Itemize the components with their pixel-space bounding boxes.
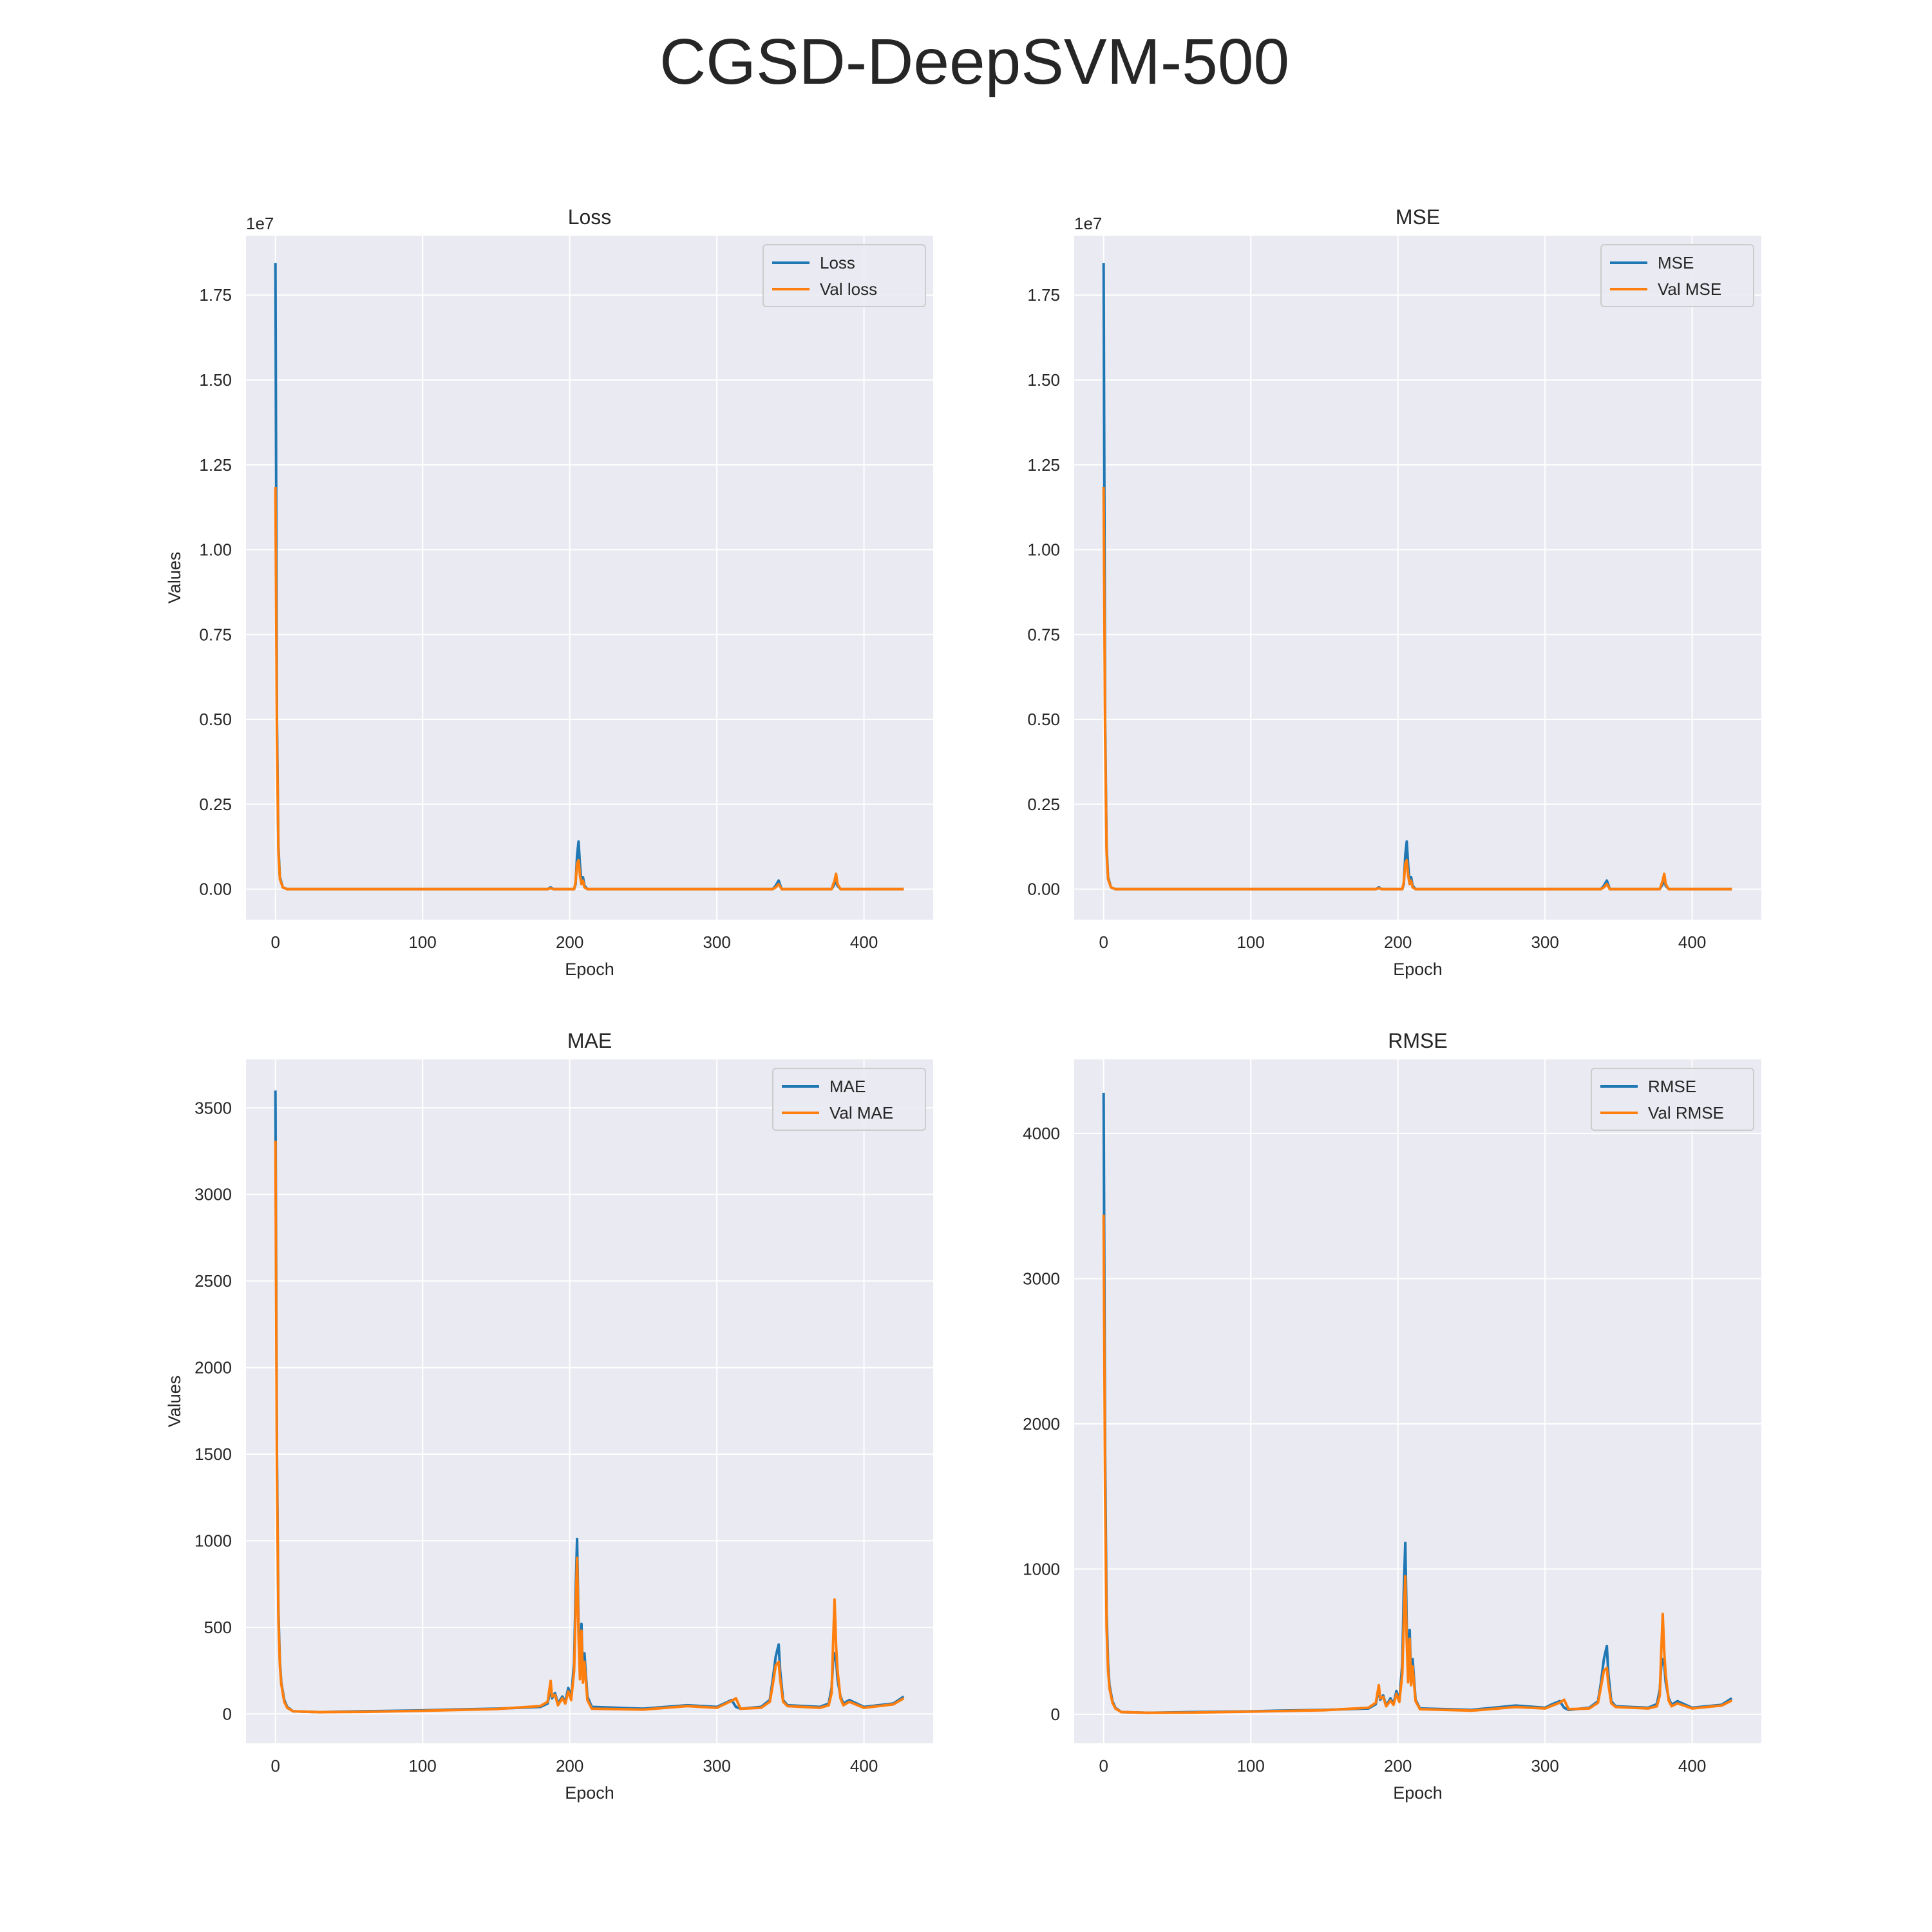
x-tick-label: 200 <box>1384 1756 1412 1776</box>
subplot-1: 0 100 200 300 400 0.00 0.25 0.50 0.75 1.00 1.25 1.5… <box>1027 205 1761 979</box>
series-line-val <box>274 1141 905 1714</box>
y-tick-label: 0.75 <box>1027 625 1060 644</box>
legend-box <box>762 244 926 307</box>
y-tick-label: 2000 <box>194 1358 232 1378</box>
y-tick-label: 0 <box>1051 1705 1060 1724</box>
y-axis-label: Values <box>165 1376 184 1428</box>
plot-area <box>1074 236 1761 920</box>
plot-area <box>246 236 933 920</box>
y-tick-label: 2000 <box>1023 1414 1060 1434</box>
legend-label: RMSE <box>1648 1077 1696 1096</box>
y-tick-label: 0.00 <box>199 880 232 899</box>
y-tick-label: 1000 <box>1023 1559 1060 1578</box>
x-tick-label: 100 <box>1236 933 1264 952</box>
plot-area <box>246 1059 933 1743</box>
y-tick-label: 1.50 <box>199 370 232 390</box>
y-tick-label: 1000 <box>194 1531 232 1550</box>
y-tick-label: 0.25 <box>199 795 232 814</box>
legend-box <box>772 1068 926 1131</box>
y-axis-label: Values <box>165 552 184 604</box>
subplot-title: Loss <box>568 205 612 229</box>
legend-label: Val loss <box>820 279 877 299</box>
legend-label: Val MAE <box>829 1103 893 1122</box>
y-tick-label: 1.25 <box>199 455 232 475</box>
y-tick-label: 1.75 <box>199 285 232 305</box>
y-tick-label: 3000 <box>1023 1269 1060 1288</box>
series-line-val <box>274 486 904 891</box>
y-tick-label: 1500 <box>194 1444 232 1464</box>
x-tick-label: 300 <box>1531 1756 1558 1776</box>
y-offset-text: 1e7 <box>1074 214 1102 233</box>
x-tick-label: 400 <box>850 1756 878 1776</box>
y-tick-label: 1.50 <box>1027 370 1060 390</box>
x-tick-label: 300 <box>1531 933 1558 952</box>
x-tick-label: 0 <box>270 1756 279 1776</box>
x-tick-label: 0 <box>1099 933 1108 952</box>
x-axis-label: Epoch <box>1393 1783 1443 1803</box>
y-tick-label: 500 <box>204 1618 232 1637</box>
series-line-val <box>1102 1215 1733 1714</box>
legend-label: Val RMSE <box>1648 1103 1724 1122</box>
x-tick-label: 300 <box>703 1756 730 1776</box>
x-tick-label: 0 <box>1099 1756 1108 1776</box>
legend-label: Loss <box>820 253 855 272</box>
x-axis-label: Epoch <box>565 960 614 979</box>
x-tick-label: 200 <box>1384 933 1412 952</box>
x-axis-label: Epoch <box>1393 960 1443 979</box>
plot-area <box>1074 1059 1761 1743</box>
y-tick-label: 2500 <box>194 1271 232 1291</box>
legend-label: MAE <box>829 1077 866 1096</box>
legend-box <box>1591 1068 1754 1131</box>
x-tick-label: 400 <box>1678 933 1706 952</box>
y-tick-label: 1.00 <box>1027 540 1060 560</box>
subplot-title: MSE <box>1396 205 1440 229</box>
x-tick-label: 400 <box>1678 1756 1706 1776</box>
x-tick-label: 200 <box>556 1756 583 1776</box>
legend: Loss Val loss <box>762 244 926 307</box>
y-tick-label: 0.50 <box>199 710 232 729</box>
legend-label: MSE <box>1658 253 1694 272</box>
x-tick-label: 100 <box>408 933 436 952</box>
subplot-0: 0 100 200 300 400 0.00 0.25 0.50 0.75 1.00 1.25 1.5… <box>165 205 933 979</box>
subplot-2: 0 100 200 300 400 0 500 1000 1500 2000 2500 3000 350… <box>165 1029 933 1803</box>
y-tick-label: 1.25 <box>1027 455 1060 475</box>
legend: MAE Val MAE <box>772 1068 926 1131</box>
legend: MSE Val MSE <box>1600 244 1754 307</box>
y-tick-label: 3500 <box>194 1098 232 1117</box>
x-tick-label: 400 <box>850 933 878 952</box>
subplot-3: 0 100 200 300 40001000200030004000RMSEEpochR… <box>1023 1029 1761 1803</box>
y-offset-text: 1e7 <box>246 214 274 233</box>
x-tick-label: 0 <box>270 933 279 952</box>
y-tick-label: 1.00 <box>199 540 232 560</box>
x-tick-label: 100 <box>1236 1756 1264 1776</box>
legend-box <box>1600 244 1754 307</box>
x-tick-label: 200 <box>556 933 583 952</box>
y-tick-label: 0.25 <box>1027 795 1060 814</box>
figure-title: CGSD-DeepSVM-500 <box>659 26 1290 98</box>
series-line-val <box>1102 486 1732 891</box>
y-tick-label: 0.75 <box>199 625 232 644</box>
legend-label: Val MSE <box>1658 279 1721 299</box>
legend: RMSE Val RMSE <box>1591 1068 1754 1131</box>
x-axis-label: Epoch <box>565 1783 614 1803</box>
x-tick-label: 100 <box>408 1756 436 1776</box>
y-tick-label: 0.50 <box>1027 710 1060 729</box>
y-tick-label: 0.00 <box>1027 880 1060 899</box>
x-tick-label: 300 <box>703 933 730 952</box>
y-tick-label: 3000 <box>194 1185 232 1204</box>
y-tick-label: 4000 <box>1023 1124 1060 1143</box>
y-tick-label: 1.75 <box>1027 285 1060 305</box>
subplot-title: RMSE <box>1388 1029 1447 1052</box>
y-tick-label: 0 <box>223 1704 232 1723</box>
subplot-title: MAE <box>567 1029 612 1052</box>
